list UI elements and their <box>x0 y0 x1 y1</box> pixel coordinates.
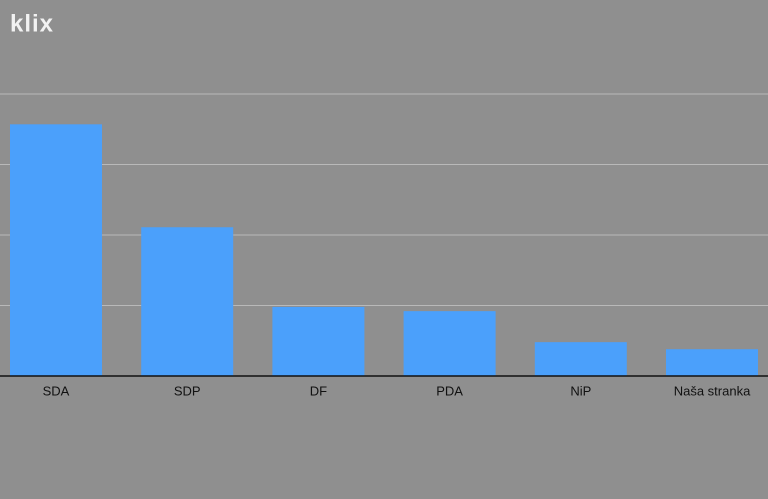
bar <box>10 124 102 376</box>
x-tick-label: Naša stranka <box>674 383 751 398</box>
bar <box>272 306 365 376</box>
bar <box>534 342 627 376</box>
logo: klix <box>10 10 54 37</box>
bar <box>666 349 758 376</box>
x-tick-label: PDA <box>436 383 463 398</box>
x-tick-label: SDA <box>43 383 70 398</box>
x-tick-label: SDP <box>174 383 201 398</box>
bar <box>403 311 496 376</box>
bar <box>141 227 234 376</box>
x-tick-label: DF <box>310 383 327 398</box>
x-tick-label: NiP <box>570 383 591 398</box>
